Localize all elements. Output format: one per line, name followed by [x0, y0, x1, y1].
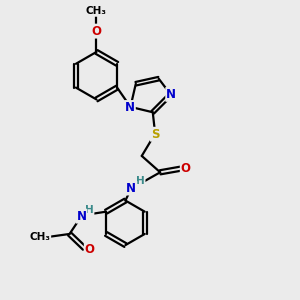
- Text: O: O: [92, 25, 101, 38]
- Text: CH₃: CH₃: [86, 6, 107, 16]
- Text: N: N: [125, 101, 135, 114]
- Text: H: H: [85, 205, 94, 215]
- Text: O: O: [181, 162, 191, 175]
- Text: N: N: [126, 182, 136, 194]
- Text: N: N: [166, 88, 176, 101]
- Text: CH₃: CH₃: [29, 232, 50, 242]
- Text: S: S: [151, 128, 159, 141]
- Text: N: N: [76, 210, 86, 223]
- Text: H: H: [136, 176, 145, 186]
- Text: O: O: [85, 243, 95, 256]
